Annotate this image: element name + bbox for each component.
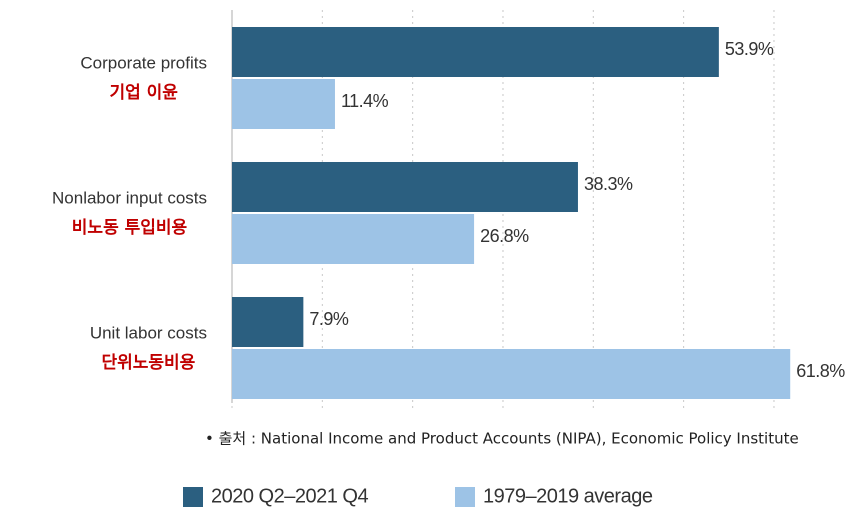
category-label: Nonlabor input costs <box>52 188 207 207</box>
bar <box>232 27 719 77</box>
value-label: 7.9% <box>309 309 349 329</box>
value-label: 38.3% <box>584 174 633 194</box>
category-label-ko: 단위노동비용 <box>101 353 195 373</box>
value-label: 53.9% <box>725 39 774 59</box>
legend-label: 2020 Q2–2021 Q4 <box>211 485 368 507</box>
bar <box>232 79 335 129</box>
legend-swatch <box>455 487 475 507</box>
category-label: Corporate profits <box>80 53 207 72</box>
bar <box>232 162 578 212</box>
value-label: 26.8% <box>480 226 529 246</box>
category-label-ko: 비노동 투입비용 <box>72 218 188 238</box>
category-label-ko: 기업 이윤 <box>109 83 178 103</box>
bar <box>232 214 475 264</box>
bar <box>232 297 304 347</box>
source-note: • 출처 : National Income and Product Accou… <box>205 430 799 448</box>
value-label: 61.8% <box>796 361 845 381</box>
value-label: 11.4% <box>341 91 389 111</box>
category-label: Unit labor costs <box>90 323 207 342</box>
bar <box>232 349 791 399</box>
legend-swatch <box>183 487 203 507</box>
legend-label: 1979–2019 average <box>483 485 653 507</box>
